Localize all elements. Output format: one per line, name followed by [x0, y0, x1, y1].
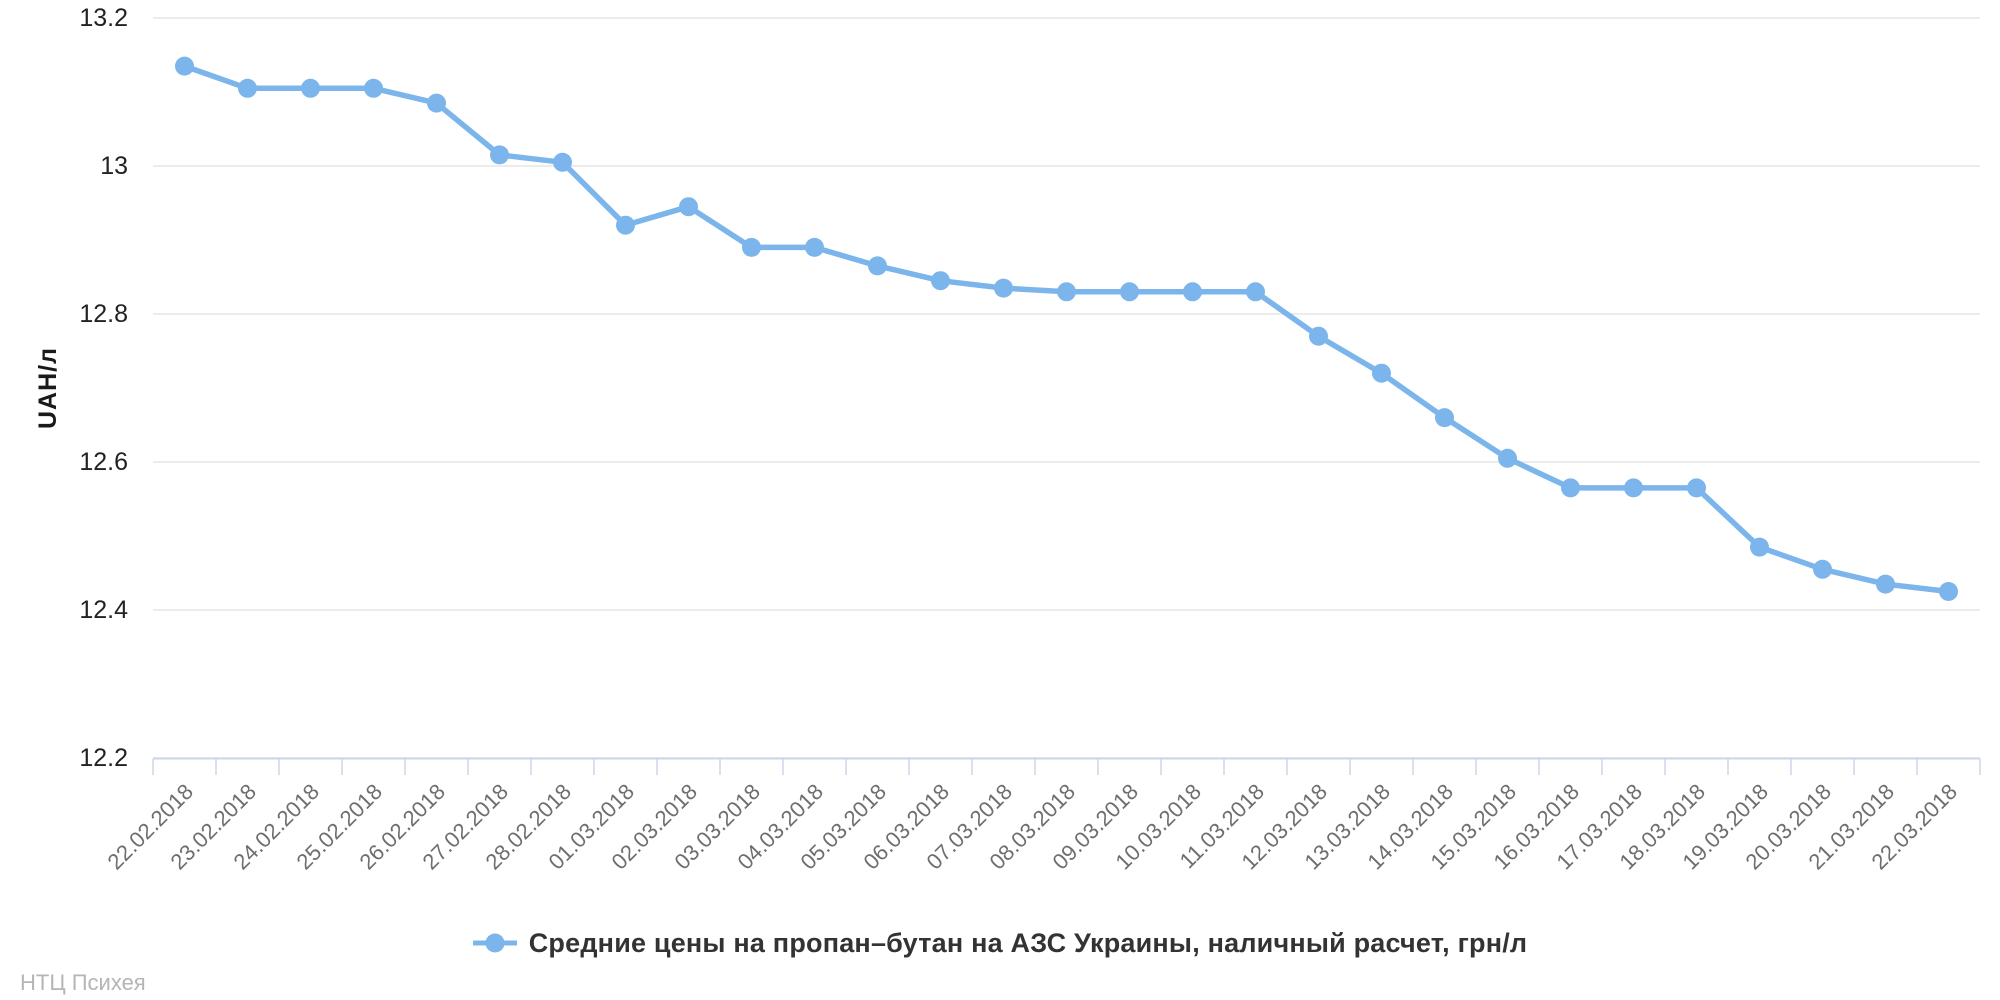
- y-axis-tick-label: 12.6: [79, 448, 128, 476]
- y-axis-tick-label: 12.8: [79, 300, 128, 328]
- data-point-marker[interactable]: [1246, 282, 1265, 302]
- watermark-text: НТЦ Психея: [20, 970, 146, 995]
- grid-layer: [153, 17, 1980, 759]
- data-point-marker[interactable]: [553, 152, 572, 172]
- data-point-marker[interactable]: [238, 78, 257, 98]
- data-point-marker[interactable]: [1309, 326, 1328, 346]
- axis-label-layer: 13.21312.812.612.412.222.02.201823.02.20…: [79, 4, 1962, 874]
- data-point-marker[interactable]: [1939, 582, 1958, 601]
- data-point-marker[interactable]: [490, 145, 509, 165]
- data-point-marker[interactable]: [1813, 559, 1832, 579]
- data-point-marker[interactable]: [1624, 478, 1643, 498]
- data-point-marker[interactable]: [1183, 282, 1202, 302]
- y-axis-tick-label: 12.2: [79, 744, 128, 772]
- y-axis-tick-label: 12.4: [79, 596, 128, 624]
- data-point-marker[interactable]: [1057, 282, 1076, 302]
- data-point-marker[interactable]: [931, 271, 950, 291]
- data-point-marker[interactable]: [301, 78, 320, 98]
- data-point-marker[interactable]: [1498, 448, 1517, 468]
- axis-layer: [152, 757, 1981, 775]
- y-axis-tick-label: 13: [100, 152, 128, 180]
- data-point-marker[interactable]: [1561, 478, 1580, 498]
- data-point-marker[interactable]: [616, 215, 635, 235]
- y-axis-tick-label: 13.2: [79, 4, 128, 32]
- data-point-marker[interactable]: [1372, 363, 1391, 383]
- y-axis-title: UAH/л: [34, 347, 62, 429]
- data-point-marker[interactable]: [364, 78, 383, 98]
- data-point-marker[interactable]: [1687, 478, 1706, 498]
- series-line[interactable]: [181, 63, 1952, 595]
- data-point-marker[interactable]: [1120, 282, 1139, 302]
- data-point-marker[interactable]: [175, 56, 194, 76]
- data-point-marker[interactable]: [1876, 574, 1895, 594]
- data-point-marker[interactable]: [868, 256, 887, 276]
- legend-series-marker-icon: [472, 933, 517, 953]
- data-point-marker[interactable]: [805, 237, 824, 257]
- legend-item[interactable]: Средние цены на пропан–бутан на АЗС Укра…: [0, 922, 2000, 964]
- data-point-marker[interactable]: [742, 237, 761, 257]
- legend-series-label: Средние цены на пропан–бутан на АЗС Укра…: [528, 927, 1528, 958]
- series-layer: [175, 56, 1958, 601]
- data-point-marker[interactable]: [1750, 537, 1769, 557]
- data-point-marker[interactable]: [994, 278, 1013, 298]
- data-point-marker[interactable]: [427, 93, 446, 113]
- data-point-marker[interactable]: [1435, 408, 1454, 428]
- data-point-marker[interactable]: [679, 197, 698, 217]
